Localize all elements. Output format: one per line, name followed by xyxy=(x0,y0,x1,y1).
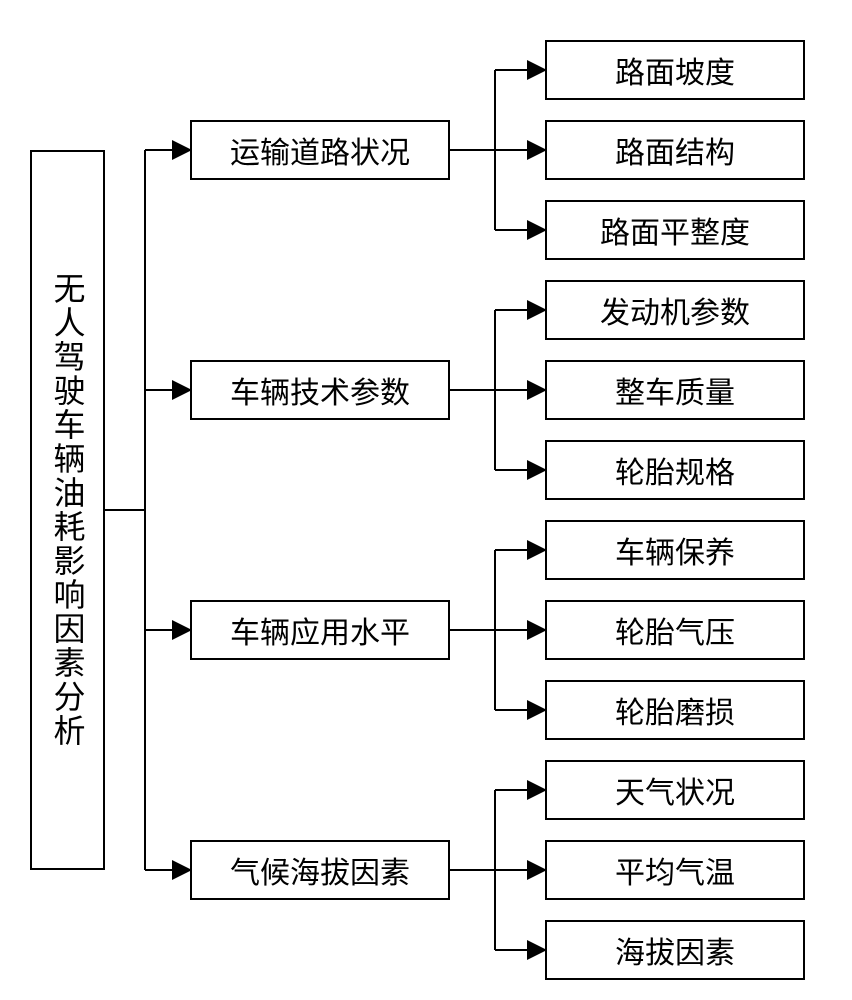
leaf-node-label: 海拔因素 xyxy=(615,928,735,972)
category-node: 气候海拔因素 xyxy=(190,840,450,900)
root-node: 无人驾驶车辆油耗影响因素分析 xyxy=(30,150,105,870)
leaf-node-label: 轮胎磨损 xyxy=(615,688,735,732)
category-node: 运输道路状况 xyxy=(190,120,450,180)
leaf-node: 路面坡度 xyxy=(545,40,805,100)
leaf-node: 发动机参数 xyxy=(545,280,805,340)
leaf-node: 轮胎规格 xyxy=(545,440,805,500)
leaf-node: 车辆保养 xyxy=(545,520,805,580)
leaf-node-label: 轮胎气压 xyxy=(615,608,735,652)
leaf-node-label: 整车质量 xyxy=(615,368,735,412)
leaf-node: 整车质量 xyxy=(545,360,805,420)
category-node-label: 运输道路状况 xyxy=(230,128,410,172)
leaf-node: 天气状况 xyxy=(545,760,805,820)
category-node: 车辆应用水平 xyxy=(190,600,450,660)
root-label: 无人驾驶车辆油耗影响因素分析 xyxy=(45,272,91,748)
leaf-node-label: 轮胎规格 xyxy=(615,448,735,492)
leaf-node: 路面平整度 xyxy=(545,200,805,260)
leaf-node-label: 平均气温 xyxy=(615,848,735,892)
category-node-label: 气候海拔因素 xyxy=(230,848,410,892)
leaf-node: 海拔因素 xyxy=(545,920,805,980)
leaf-node-label: 车辆保养 xyxy=(615,528,735,572)
leaf-node-label: 天气状况 xyxy=(615,768,735,812)
leaf-node-label: 路面结构 xyxy=(615,128,735,172)
leaf-node: 轮胎气压 xyxy=(545,600,805,660)
leaf-node: 路面结构 xyxy=(545,120,805,180)
leaf-node: 轮胎磨损 xyxy=(545,680,805,740)
category-node: 车辆技术参数 xyxy=(190,360,450,420)
leaf-node-label: 路面坡度 xyxy=(615,48,735,92)
leaf-node-label: 路面平整度 xyxy=(600,208,750,252)
category-node-label: 车辆技术参数 xyxy=(230,368,410,412)
category-node-label: 车辆应用水平 xyxy=(230,608,410,652)
leaf-node-label: 发动机参数 xyxy=(600,288,750,332)
leaf-node: 平均气温 xyxy=(545,840,805,900)
